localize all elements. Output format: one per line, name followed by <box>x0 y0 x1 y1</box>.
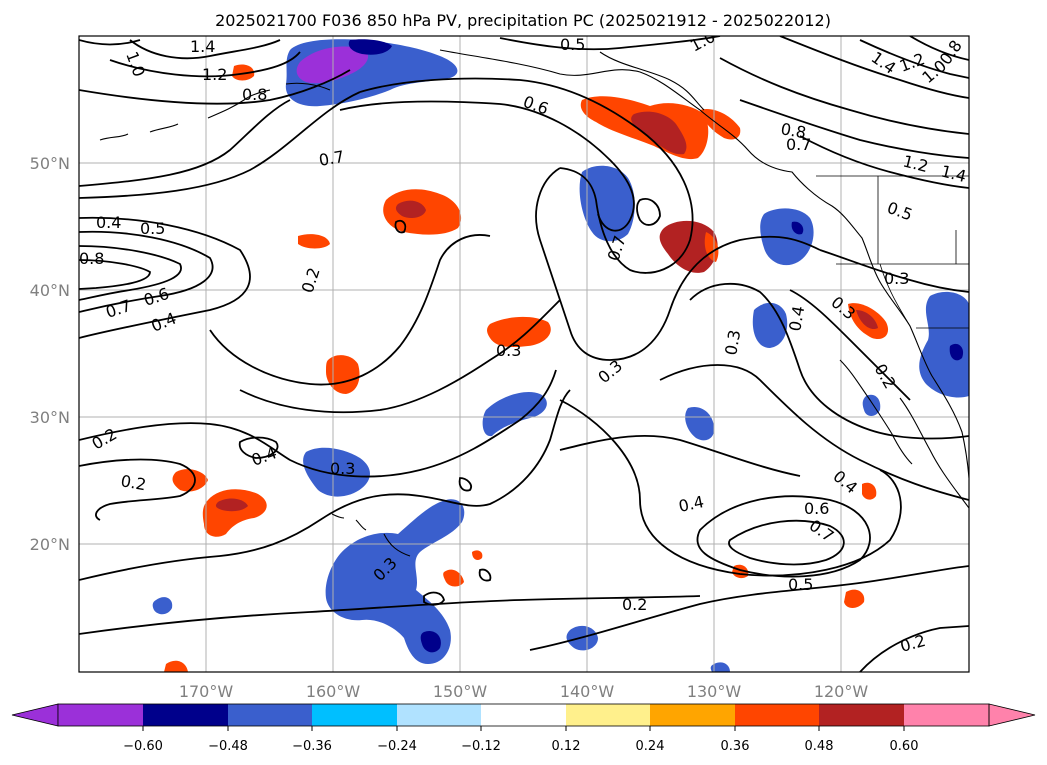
contour-label: 0.3 <box>884 269 909 288</box>
lon-tick-labels: 170°W 160°W 150°W 140°W 130°W 120°W <box>179 682 869 701</box>
precip-negative-gulf-alaska-core <box>296 46 369 84</box>
colorbar-segment <box>566 704 650 726</box>
lat-tick-labels: 50°N 40°N 30°N 20°N <box>30 154 70 554</box>
contour-label: 0.4 <box>96 213 121 232</box>
lat-tick-label: 20°N <box>30 535 70 554</box>
colorbar-segment <box>143 704 228 726</box>
precip-positive-161w-42n <box>298 234 330 249</box>
colorbar-segment <box>481 704 566 726</box>
precip-positive-153w-46n-core <box>395 200 426 218</box>
precip-positive-135w-55n-core <box>631 111 687 155</box>
contour-label: 0.4 <box>785 304 808 332</box>
precip-positive-130w-55n <box>700 108 741 140</box>
lon-tick-label: 140°W <box>560 682 615 701</box>
colorbar-tick-label: 0.48 <box>805 739 834 754</box>
contour-label: 0.3 <box>496 341 521 360</box>
colorbar-tick-label: 0.24 <box>636 739 665 754</box>
colorbar-tick-label: −0.60 <box>123 739 163 754</box>
lat-tick-label: 50°N <box>30 154 70 173</box>
precipitation-shading <box>152 39 969 672</box>
precip-positive-119w-37n-core <box>856 310 878 330</box>
precip-negative-117w-36n <box>919 291 969 398</box>
contour-label: 0.3 <box>721 328 744 356</box>
precip-negative-160w-28n <box>303 447 370 497</box>
contour-label: 0.5 <box>140 219 165 238</box>
colorbar-frame <box>57 703 990 727</box>
map-frame <box>78 35 970 673</box>
colorbar-tick-label: −0.24 <box>377 739 417 754</box>
precip-positive-119w-24n <box>862 482 877 500</box>
coastlines <box>99 49 969 557</box>
colorbar-tick-label: 0.36 <box>721 739 750 754</box>
contour-label: 0.3 <box>330 459 355 478</box>
colorbar-segment <box>228 704 312 726</box>
precip-negative-135w-31n <box>685 406 715 441</box>
colorbar-tick-label: −0.36 <box>292 739 332 754</box>
colorbar-tick-label: −0.48 <box>208 739 248 754</box>
colorbar-ticks <box>142 726 905 731</box>
lon-tick-label: 160°W <box>306 682 361 701</box>
precip-negative-170w-15n <box>152 597 173 615</box>
precip-negative-125w-37n <box>752 302 788 348</box>
lon-tick-label: 130°W <box>687 682 742 701</box>
lon-tick-label: 150°W <box>433 682 488 701</box>
precip-positive-118w-16n <box>844 589 865 608</box>
precip-positive-170w-25n <box>172 469 208 492</box>
colorbar-segment <box>650 704 735 726</box>
pv-contours <box>79 36 969 672</box>
precip-negative-125w-44n-core <box>791 221 804 235</box>
contour-label: 1.4 <box>190 37 215 56</box>
colorbar-segment <box>397 704 481 726</box>
colorbar-segment <box>904 704 989 726</box>
colorbar-extend-low <box>11 703 59 727</box>
map-panel: 0.4 0.5 0.8 0.7 0.6 0.4 1.4 1.2 0.8 1.0 … <box>78 35 970 673</box>
precip-negative-117w-36n-core <box>949 343 964 361</box>
contour-label: 0.5 <box>560 35 585 54</box>
contour-label: 0.4 <box>677 492 706 516</box>
lon-tick-label: 170°W <box>179 682 234 701</box>
colorbar: −0.60 −0.48 −0.36 −0.24 −0.12 0.12 0.24 … <box>11 703 1036 754</box>
precip-negative-130w-10n <box>710 662 730 672</box>
precip-negative-118w-31n <box>862 394 881 416</box>
precip-positive-150w-17n <box>443 569 464 587</box>
map-background <box>79 36 969 672</box>
map-title: 2025021700 F036 850 hPa PV, precipitatio… <box>215 11 831 30</box>
colorbar-tick-label: 0.12 <box>552 739 581 754</box>
precip-positive-131w-43n <box>659 220 718 273</box>
colorbar-segment <box>312 704 397 726</box>
contour-label: 0.8 <box>242 85 267 104</box>
precip-negative-gulf-alaska-dark <box>348 39 392 55</box>
precip-negative-140w-50n <box>579 165 635 242</box>
precip-positive-148w-18n <box>472 550 483 560</box>
precip-negative-155w-20n <box>325 499 465 664</box>
contour-label: 0.2 <box>119 471 147 494</box>
colorbar-extend-high <box>988 703 1036 727</box>
contour-label: 0.7 <box>786 135 811 154</box>
precip-positive-167w-22n-core <box>215 498 248 512</box>
contour-label: 0.6 <box>804 499 829 518</box>
precip-positive-167w-22n <box>202 489 267 537</box>
contour-label: 1.2 <box>202 65 227 84</box>
contour-label: 0.7 <box>317 147 345 170</box>
lat-tick-label: 40°N <box>30 281 70 300</box>
precip-positive-172w-10n <box>164 660 188 672</box>
precip-positive-130w-57n <box>232 64 255 81</box>
precip-negative-125w-44n <box>760 208 814 266</box>
colorbar-segment <box>735 704 819 726</box>
contour-label: 0.2 <box>622 595 647 614</box>
colorbar-tick-label: −0.12 <box>461 739 501 754</box>
lat-tick-label: 30°N <box>30 408 70 427</box>
lon-tick-label: 120°W <box>814 682 869 701</box>
contour-label: 0.8 <box>779 119 807 142</box>
colorbar-segment <box>819 704 904 726</box>
precip-negative-155w-20n-core <box>420 630 441 653</box>
state-borders <box>816 175 969 329</box>
contour-label: 0.5 <box>788 575 813 594</box>
colorbar-segment <box>58 704 143 726</box>
colorbar-tick-label: 0.60 <box>890 739 919 754</box>
contour-label: 0.8 <box>79 249 104 268</box>
precip-negative-147w-32n <box>482 391 547 437</box>
